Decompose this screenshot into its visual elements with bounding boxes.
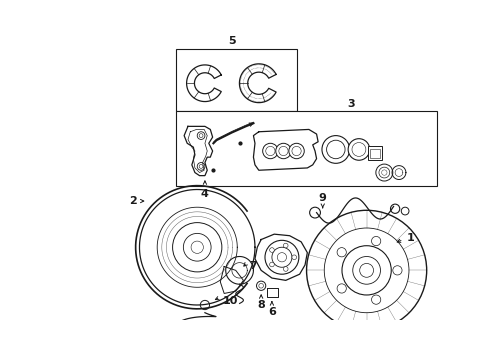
Bar — [176, 49, 297, 111]
Circle shape — [292, 147, 301, 156]
Circle shape — [326, 140, 345, 159]
Circle shape — [276, 143, 291, 159]
FancyBboxPatch shape — [370, 149, 380, 158]
Circle shape — [379, 167, 390, 178]
Circle shape — [391, 204, 400, 213]
Circle shape — [266, 147, 275, 156]
Circle shape — [277, 253, 287, 262]
Circle shape — [200, 300, 210, 310]
Circle shape — [348, 139, 369, 160]
Bar — [176, 111, 438, 186]
Circle shape — [342, 246, 391, 295]
Circle shape — [270, 262, 274, 267]
Circle shape — [283, 267, 288, 271]
Circle shape — [191, 241, 203, 253]
Circle shape — [393, 266, 402, 275]
Polygon shape — [255, 234, 307, 280]
Circle shape — [376, 164, 393, 181]
Text: 8: 8 — [257, 300, 265, 310]
Text: 6: 6 — [268, 307, 276, 316]
Circle shape — [382, 170, 387, 175]
Polygon shape — [253, 130, 318, 170]
Circle shape — [353, 256, 381, 284]
Circle shape — [337, 248, 346, 257]
Circle shape — [194, 351, 201, 359]
Circle shape — [272, 247, 292, 267]
Circle shape — [307, 210, 427, 330]
Circle shape — [371, 237, 381, 246]
Circle shape — [265, 240, 299, 274]
Circle shape — [172, 222, 222, 272]
Circle shape — [289, 143, 304, 159]
Circle shape — [183, 233, 211, 261]
Text: 5: 5 — [228, 36, 236, 45]
Circle shape — [360, 264, 373, 277]
Circle shape — [310, 207, 320, 218]
Circle shape — [292, 255, 296, 260]
Circle shape — [270, 248, 274, 252]
Circle shape — [257, 281, 266, 291]
Circle shape — [322, 136, 350, 163]
Circle shape — [371, 295, 381, 304]
Circle shape — [401, 207, 409, 215]
Text: 7: 7 — [249, 261, 257, 271]
Circle shape — [337, 284, 346, 293]
Circle shape — [259, 283, 264, 288]
Text: 4: 4 — [201, 189, 209, 199]
Circle shape — [324, 228, 409, 313]
Text: 9: 9 — [319, 193, 327, 203]
Circle shape — [263, 143, 278, 159]
Circle shape — [199, 165, 203, 168]
Text: 10: 10 — [222, 296, 238, 306]
Text: 3: 3 — [347, 99, 355, 109]
Circle shape — [197, 132, 205, 139]
FancyBboxPatch shape — [368, 147, 382, 160]
Circle shape — [279, 147, 288, 156]
Circle shape — [283, 243, 288, 248]
Circle shape — [197, 163, 205, 170]
Circle shape — [199, 134, 203, 138]
Circle shape — [352, 143, 366, 156]
Text: 1: 1 — [407, 233, 415, 243]
Text: 2: 2 — [129, 196, 136, 206]
